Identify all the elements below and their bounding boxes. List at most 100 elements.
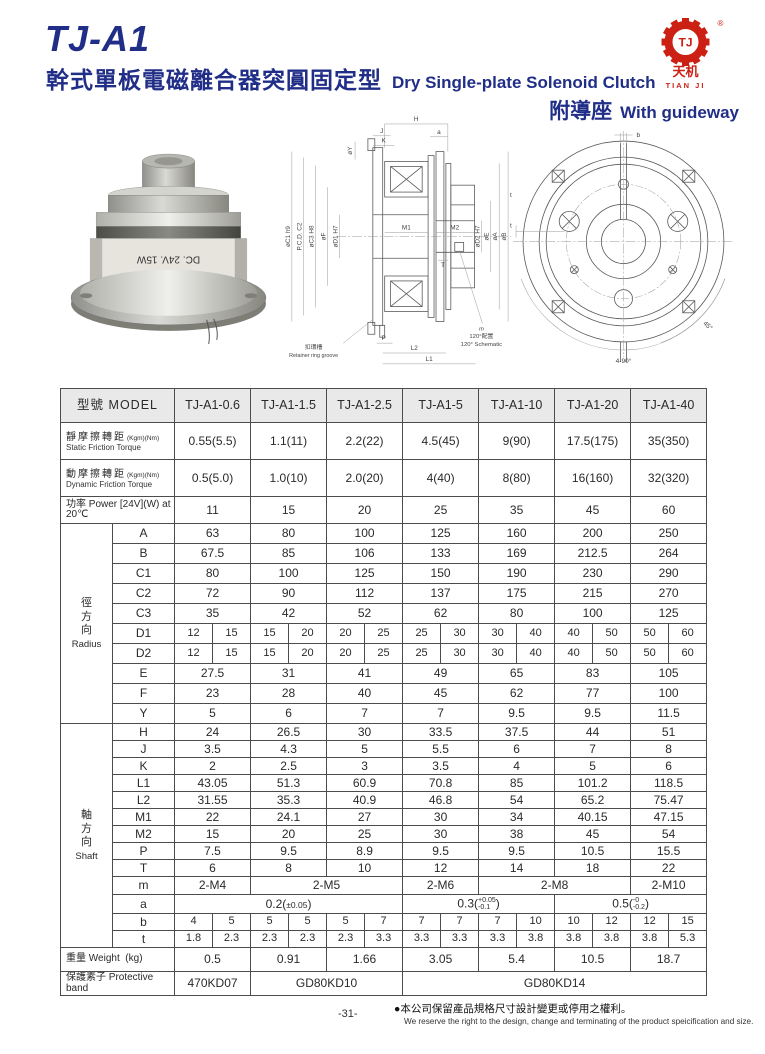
cell: 1.66 — [326, 947, 404, 972]
cell: 54 — [478, 791, 556, 809]
cell: 118.5 — [630, 774, 708, 792]
dim-label: M2 — [450, 225, 459, 232]
row-label: 功率 Power [24V](W) at 20℃ — [59, 496, 176, 524]
cell: 10 — [326, 859, 404, 877]
cell: 45 — [402, 683, 480, 704]
cell: 1.1(11) — [250, 422, 328, 460]
cell: 2-M4 — [174, 876, 252, 895]
cell: 30 — [326, 723, 404, 741]
row-key: D1 — [111, 623, 176, 644]
model-name: TJ-A1-1.5 — [250, 388, 328, 423]
cell: 175 — [478, 583, 556, 604]
logo-name-en: TIAN JI — [666, 81, 706, 90]
cell: 5 — [250, 913, 290, 931]
cell: 51 — [630, 723, 708, 741]
row-label-en: Dynamic Friction Torque — [66, 479, 153, 489]
row-key: T — [111, 859, 176, 877]
protective-band-row: 保護素子 Protective band 470KD07 GD80KD10 GD… — [59, 971, 708, 996]
cell: 85 — [478, 774, 556, 792]
row-key: H — [111, 723, 176, 741]
cell: 37.5 — [478, 723, 556, 741]
cell: 10 — [554, 913, 594, 931]
model-header-en: MODEL — [108, 397, 158, 412]
row-key: B — [111, 543, 176, 564]
protective-label-en: Protective band — [66, 972, 154, 994]
cell: 3.8 — [630, 930, 670, 948]
table-header-row: 型號 MODEL TJ-A1-0.6 TJ-A1-1.5 TJ-A1-2.5 T… — [59, 388, 708, 423]
cell: 26.5 — [250, 723, 328, 741]
cell: 27.5 — [174, 663, 252, 684]
dim-label: K — [382, 138, 387, 145]
cell: 7 — [402, 913, 442, 931]
row-key: C3 — [111, 603, 176, 624]
cell: 6 — [250, 703, 328, 724]
cell: 470KD07 — [174, 971, 252, 996]
cell: 16(160) — [554, 459, 632, 497]
cell: 60 — [668, 623, 708, 644]
table-row: J 3.5 4.3 5 5.5 6 7 8 — [61, 740, 708, 758]
cell: 11 — [174, 496, 252, 524]
cell: 33.5 — [402, 723, 480, 741]
row-key: L1 — [111, 774, 176, 792]
cell: 6 — [478, 740, 556, 758]
cell: 15 — [250, 623, 290, 644]
row-key: t — [111, 930, 176, 948]
cell: 9.5 — [478, 842, 556, 860]
cell: 40.9 — [326, 791, 404, 809]
front-view-drawing: b t 45° 4-90° — [506, 120, 742, 368]
cell: 27 — [326, 808, 404, 826]
retainer-label-en: Retainer ring groove — [289, 353, 338, 359]
registered-mark: ® — [718, 19, 724, 28]
row-key: Y — [111, 703, 176, 724]
cell: 23 — [174, 683, 252, 704]
cell: 20 — [326, 623, 366, 644]
cell: 50 — [592, 643, 632, 664]
cell: 4(40) — [402, 459, 480, 497]
cell: 7 — [326, 703, 404, 724]
brand-logo: TJ ® 天机 TIAN JI — [637, 12, 745, 104]
cell: 15 — [668, 913, 708, 931]
model-name: TJ-A1-20 — [554, 388, 632, 423]
cell: 20 — [326, 643, 366, 664]
row-key: K — [111, 757, 176, 775]
cell: 63 — [174, 523, 252, 544]
cell: 22 — [174, 808, 252, 826]
cell: 106 — [326, 543, 404, 564]
logo-monogram: TJ — [678, 36, 692, 50]
cell: 100 — [250, 563, 328, 584]
cell: 125 — [630, 603, 708, 624]
table-row: B 67.5 85 106 133 169 212.5 264 — [61, 543, 708, 564]
cell: 125 — [402, 523, 480, 544]
schematic-label-zh: 120°配置 — [469, 333, 493, 340]
cell: 5 — [554, 757, 632, 775]
table-row: Y 5 6 7 7 9.5 9.5 11.5 — [61, 703, 708, 724]
cell: 3.8 — [516, 930, 556, 948]
cell: 0.3(+0.05 -0.1) — [402, 894, 556, 914]
cell: 15.5 — [630, 842, 708, 860]
cell: 15 — [174, 825, 252, 843]
footnote-en: We reserve the right to the design, chan… — [404, 1017, 754, 1026]
cell: 200 — [554, 523, 632, 544]
row-label-zh: 動摩擦轉距 — [66, 469, 126, 481]
dim-label: øC1 h9 — [285, 226, 292, 247]
cell: 6 — [174, 859, 252, 877]
table-row: 徑 方 向 Radius A 63 80 100 125 160 200 250 — [60, 523, 708, 724]
model-name: TJ-A1-10 — [478, 388, 556, 423]
dim-label: P.C.D. C2 — [297, 222, 304, 250]
cell: 125 — [326, 563, 404, 584]
tolerance-row: a 0.2(±0.05) 0.3(+0.05 -0.1) 0.5(-0 -0.2) — [61, 894, 708, 914]
dim-label: b — [637, 132, 641, 139]
dim-label: øC3 H8 — [309, 225, 316, 248]
cell: 2.3 — [250, 930, 290, 948]
dim-label: øD2 H7 — [474, 225, 481, 248]
cell: 80 — [174, 563, 252, 584]
cell: 45 — [554, 825, 632, 843]
cell: 60.9 — [326, 774, 404, 792]
cell: 9.5 — [478, 703, 556, 724]
feature-zh: 附導座 — [549, 100, 613, 123]
cell: 50 — [592, 623, 632, 644]
cell: 12 — [630, 913, 670, 931]
cell: 5.3 — [668, 930, 708, 948]
cell: 212.5 — [554, 543, 632, 564]
cell: GD80KD10 — [250, 971, 404, 996]
